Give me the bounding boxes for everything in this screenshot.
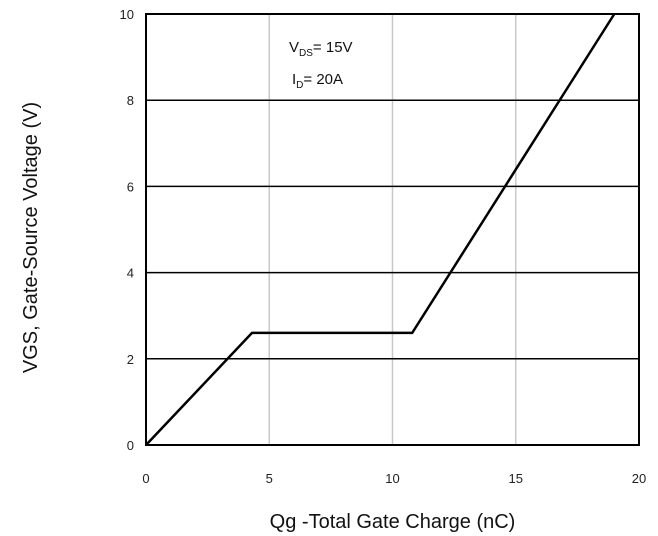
y-axis-title: VGS, Gate-Source Voltage (V): [20, 102, 42, 373]
x-tick-label: 10: [385, 471, 399, 486]
y-tick-label: 8: [127, 93, 134, 108]
x-tick-labels: 0 5 10 15 20: [142, 471, 646, 486]
annotation-vds-value: = 15V: [313, 39, 353, 56]
series-layer: [145, 13, 616, 446]
grid-lines: [146, 14, 639, 445]
annotation-vds-main: V: [289, 39, 299, 56]
y-tick-label: 0: [127, 438, 134, 453]
y-tick-labels: 0 2 4 6 8 10: [120, 7, 134, 453]
y-tick-label: 2: [127, 352, 134, 367]
annotation-vds: VDS= 15V: [289, 39, 353, 59]
x-tick-label: 0: [142, 471, 149, 486]
annotation-vds-sub: DS: [299, 48, 313, 59]
x-tick-label: 15: [509, 471, 523, 486]
annotation-id: ID= 20A: [292, 71, 343, 91]
y-tick-label: 6: [127, 179, 134, 194]
series-line-0: [145, 13, 616, 446]
x-axis-title: Qg -Total Gate Charge (nC): [270, 511, 516, 533]
annotation-id-main: I: [292, 71, 296, 88]
plot-frame: [145, 13, 640, 446]
x-tick-label: 5: [266, 471, 273, 486]
annotation-id-sub: D: [296, 80, 303, 91]
x-tick-label: 20: [632, 471, 646, 486]
y-tick-label: 10: [120, 7, 134, 22]
y-tick-label: 4: [127, 266, 134, 281]
annotation-id-value: = 20A: [303, 71, 343, 88]
